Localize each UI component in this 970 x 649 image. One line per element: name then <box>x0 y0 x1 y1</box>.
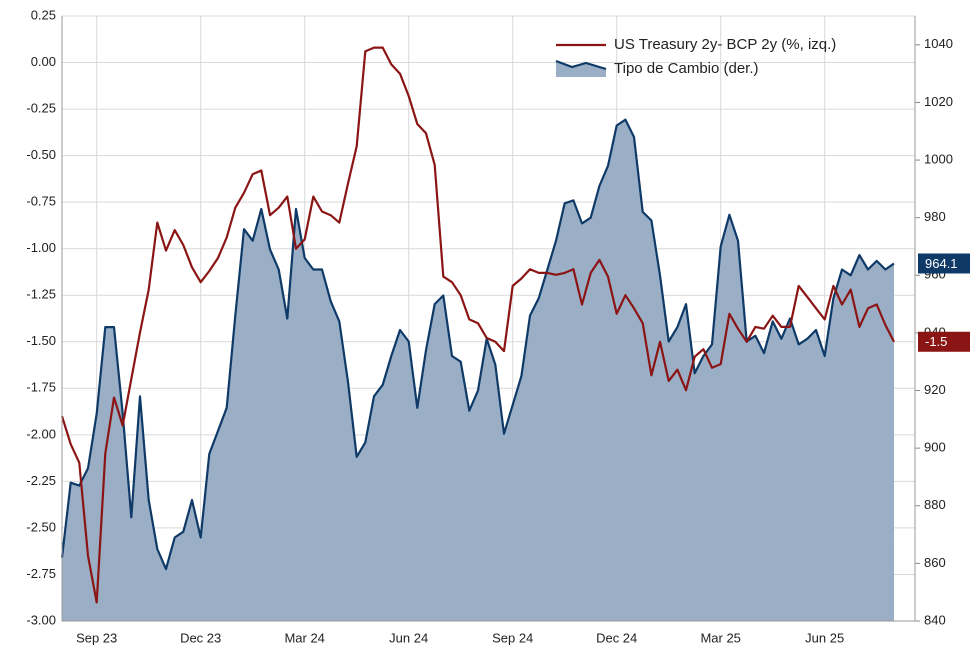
y-tick-label: -0.50 <box>26 147 56 162</box>
y2-tick-label: 920 <box>924 382 946 397</box>
y-tick-label: -1.50 <box>26 333 56 348</box>
x-tick-label: Mar 24 <box>284 630 324 645</box>
y2-tick-label: 980 <box>924 209 946 224</box>
y-tick-label: -2.75 <box>26 566 56 581</box>
line <box>60 118 895 571</box>
legend-label: US Treasury 2y- BCP 2y (%, izq.) <box>614 36 836 53</box>
last-value-box <box>918 331 970 352</box>
y2-tick-label: 1040 <box>924 36 953 51</box>
y-tick-label: -1.75 <box>26 380 56 395</box>
x-tick-label: Jun 25 <box>805 630 844 645</box>
y2-tick-label: 900 <box>924 440 946 455</box>
x-tick-label: Dec 23 <box>180 630 221 645</box>
y2-tick-label: 1020 <box>924 94 953 109</box>
y-tick-label: -0.75 <box>26 194 56 209</box>
last-value-label: 964.1 <box>925 256 958 271</box>
x-tick-label: Sep 23 <box>76 630 117 645</box>
y2-tick-label: 860 <box>924 555 946 570</box>
last-value-label: -1.5 <box>925 334 947 349</box>
line <box>60 46 895 604</box>
y-tick-label: -0.25 <box>26 101 56 116</box>
y-tick-label: -1.25 <box>26 287 56 302</box>
y-tick-label: -2.50 <box>26 519 56 534</box>
y2-tick-label: 1000 <box>924 151 953 166</box>
legend-swatch-line <box>555 59 607 71</box>
x-tick-label: Sep 24 <box>492 630 533 645</box>
y-tick-label: 0.25 <box>31 7 56 22</box>
legend-label: Tipo de Cambio (der.) <box>614 60 759 77</box>
y-tick-label: -2.25 <box>26 473 56 488</box>
y-tick-label: -2.00 <box>26 426 56 441</box>
x-tick-label: Mar 25 <box>700 630 740 645</box>
y-tick-label: 0.00 <box>31 54 56 69</box>
x-tick-label: Jun 24 <box>389 630 428 645</box>
y-tick-label: -3.00 <box>26 612 56 627</box>
last-value-box <box>918 253 970 274</box>
area <box>62 119 895 621</box>
y2-tick-label: 880 <box>924 497 946 512</box>
x-tick-label: Dec 24 <box>596 630 637 645</box>
y2-tick-label: 840 <box>924 612 946 627</box>
legend-swatch <box>556 61 606 77</box>
y-tick-label: -1.00 <box>26 240 56 255</box>
